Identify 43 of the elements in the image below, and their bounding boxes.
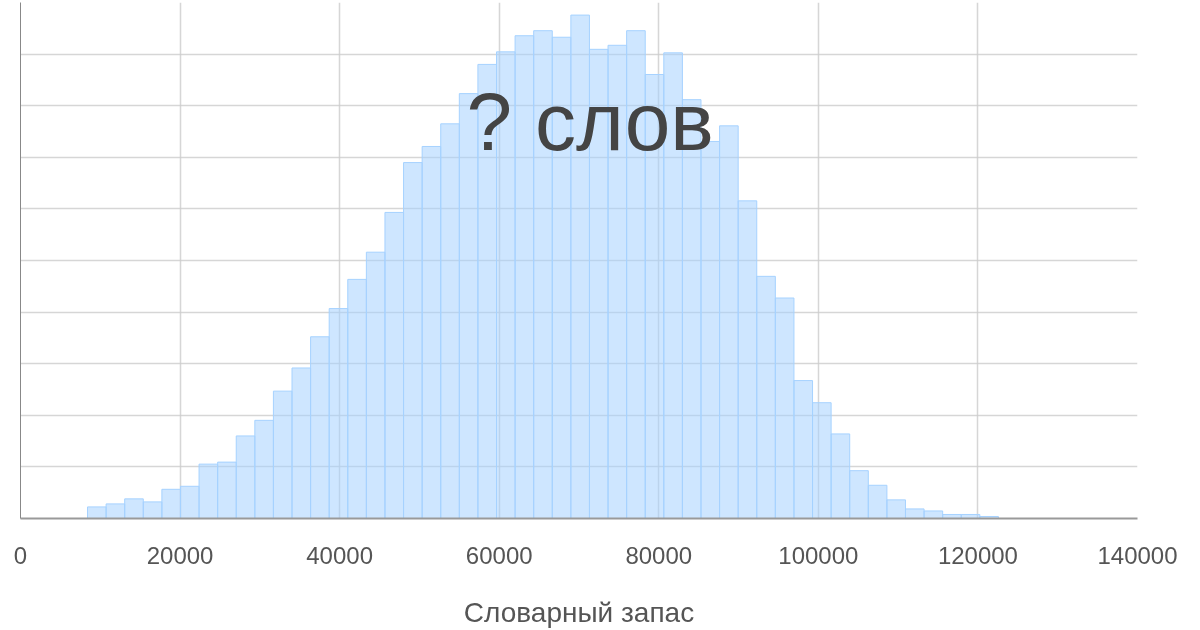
x-tick-label: 100000 — [778, 541, 859, 569]
bar — [365, 251, 386, 519]
text: ? слов — [466, 75, 714, 167]
x-tick-label: 60000 — [465, 541, 533, 569]
bar — [347, 278, 367, 519]
bar — [756, 275, 776, 519]
bar — [142, 501, 163, 519]
bar — [774, 297, 795, 519]
x-tick-label: 40000 — [306, 541, 374, 569]
x-tick-label: 0 — [13, 541, 28, 569]
x-tick-label: 20000 — [146, 541, 214, 569]
bar — [886, 499, 906, 519]
x-axis-title: Словарный запас — [463, 596, 695, 628]
bar — [161, 488, 181, 519]
bar — [737, 200, 758, 519]
bar — [291, 367, 312, 519]
bar — [867, 484, 888, 519]
bar — [384, 211, 405, 519]
bar — [179, 485, 200, 519]
bar — [105, 503, 126, 519]
x-tick-label: 140000 — [1097, 541, 1178, 569]
bar — [403, 162, 423, 519]
bar — [421, 145, 442, 519]
x-tick-label: 120000 — [937, 541, 1018, 569]
bar — [904, 508, 925, 519]
bar — [217, 461, 237, 519]
bar — [923, 510, 944, 519]
bar — [235, 435, 256, 519]
bar — [272, 390, 293, 519]
bar — [514, 35, 535, 519]
bar — [254, 419, 274, 519]
bar — [719, 125, 739, 519]
bar — [830, 433, 851, 519]
bar — [124, 498, 144, 519]
bar — [310, 336, 330, 519]
bar — [793, 380, 814, 519]
bar — [87, 506, 107, 519]
x-tick-label: 80000 — [625, 541, 693, 569]
bar — [198, 463, 219, 519]
bar — [849, 470, 869, 519]
bar — [812, 402, 832, 519]
bar — [328, 308, 349, 519]
bar — [440, 123, 460, 519]
